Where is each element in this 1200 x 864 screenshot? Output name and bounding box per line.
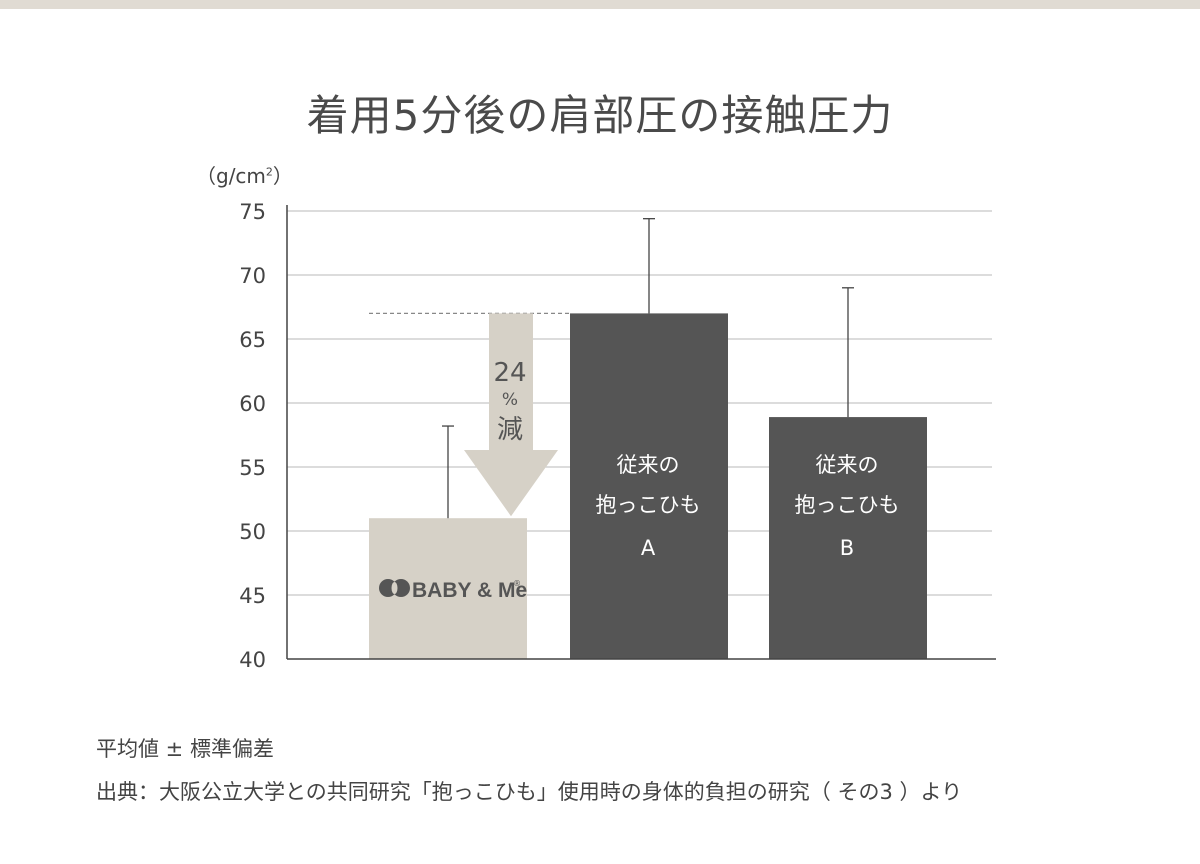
reduction-word: 減 [497, 415, 523, 445]
logo-registered-mark: ® [513, 579, 521, 588]
y-axis-unit: （g/cm2） [196, 160, 293, 189]
unit-base: （g/cm [196, 164, 266, 188]
unit-sup: 2 [265, 165, 273, 179]
reduction-value: 24 [493, 358, 526, 388]
reduction-percent: % [502, 390, 518, 410]
stat-note: 平均値 ± 標準偏差 [96, 737, 274, 761]
y-tick-label: 55 [239, 456, 266, 480]
y-tick-label: 65 [239, 328, 266, 352]
bar-b-label-line3: A [641, 536, 656, 560]
y-tick-label: 75 [239, 200, 266, 224]
y-tick-label: 60 [239, 392, 266, 416]
bar-a-logo: BABY & Me ® [379, 579, 527, 602]
bar-c-label: 従来の 抱っこひも B [795, 453, 900, 560]
y-tick-labels: 75 70 65 60 55 50 45 40 [239, 200, 266, 672]
y-tick-label: 50 [239, 520, 266, 544]
bar-c-label-line3: B [840, 536, 854, 560]
source-note: 出典：大阪公立大学との共同研究「抱っこひも」使用時の身体的負担の研究（ その3 … [96, 780, 963, 804]
top-band [0, 0, 1200, 9]
unit-close: ） [272, 164, 293, 188]
bar-2 [570, 313, 728, 659]
y-tick-label: 40 [239, 648, 266, 672]
bar-3 [769, 417, 927, 659]
logo-text: BABY & Me [412, 579, 527, 602]
bar-b-label-line1: 従来の [617, 453, 680, 477]
chart-title: 着用5分後の肩部圧の接触圧力 [306, 91, 894, 140]
bars [369, 313, 927, 659]
bar-c-label-line1: 従来の [816, 453, 879, 477]
bar-c-label-line2: 抱っこひも [795, 493, 900, 517]
reduction-arrow-icon [464, 313, 558, 517]
logo-mark-icon [379, 579, 410, 597]
bar-b-label: 従来の 抱っこひも A [596, 453, 701, 560]
y-tick-label: 45 [239, 584, 266, 608]
y-tick-label: 70 [239, 264, 266, 288]
error-bars [442, 218, 854, 519]
bar-b-label-line2: 抱っこひも [596, 493, 701, 517]
